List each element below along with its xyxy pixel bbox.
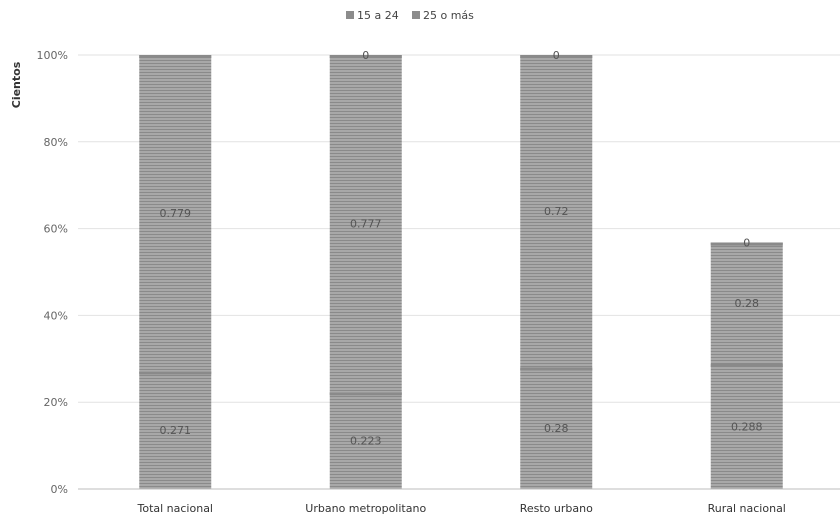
legend-label-25-mas: 25 o más xyxy=(423,9,474,22)
x-axis-labels: Total nacional Urbano metropolitano Resto … xyxy=(136,502,785,515)
bar-segment-edge xyxy=(710,364,783,368)
x-category-label: Rural nacional xyxy=(708,502,786,515)
legend-label-15-24: 15 a 24 xyxy=(357,9,399,22)
bar-segment xyxy=(710,364,783,489)
y-tick-label: 20% xyxy=(44,396,68,409)
data-label: 0.271 xyxy=(160,424,192,437)
bar-segment-edge xyxy=(139,371,212,375)
bar-segment xyxy=(139,371,212,489)
bars: 0.271 0.779 0.223 0.777 0 0.28 0.72 0 0.288 0.28 0 xyxy=(139,49,783,489)
bar-segment xyxy=(520,367,593,489)
bar-segment xyxy=(139,55,212,372)
bar-segment xyxy=(710,242,783,365)
bar-segment-edge xyxy=(329,55,402,58)
data-label: 0.72 xyxy=(544,205,569,218)
data-label: 0.777 xyxy=(350,218,382,231)
data-label: 0.223 xyxy=(350,435,382,448)
y-tick-label: 40% xyxy=(44,309,68,322)
bar-segment-edge xyxy=(520,367,593,371)
bar-segment-edge xyxy=(139,55,212,58)
y-tick-label: 0% xyxy=(51,483,68,496)
x-category-label: Resto urbano xyxy=(520,502,593,515)
legend: 15 a 24 25 o más xyxy=(346,9,474,22)
data-label: 0.779 xyxy=(160,207,192,220)
data-label: 0 xyxy=(743,236,750,249)
y-tick-label: 80% xyxy=(44,136,68,149)
data-label: 0.288 xyxy=(731,421,763,434)
data-label: 0 xyxy=(362,49,369,62)
bar-segment-edge xyxy=(329,392,402,396)
x-category-label: Urbano metropolitano xyxy=(305,502,426,515)
y-axis-title: Cientos xyxy=(10,61,23,108)
data-label: 0.28 xyxy=(735,297,760,310)
bar-segment xyxy=(329,55,402,393)
legend-swatch-25-mas xyxy=(412,11,420,19)
bar-segment-edge xyxy=(710,242,783,246)
bar-segment xyxy=(329,392,402,489)
x-category-label: Total nacional xyxy=(136,502,213,515)
bar-segment xyxy=(520,55,593,368)
y-tick-label: 100% xyxy=(37,49,68,62)
y-axis-ticks: 0% 20% 40% 60% 80% 100% xyxy=(37,49,68,496)
data-label: 0 xyxy=(553,49,560,62)
bar-segment-edge xyxy=(520,55,593,58)
data-label: 0.28 xyxy=(544,422,569,435)
legend-swatch-15-24 xyxy=(346,11,354,19)
y-tick-label: 60% xyxy=(44,223,68,236)
